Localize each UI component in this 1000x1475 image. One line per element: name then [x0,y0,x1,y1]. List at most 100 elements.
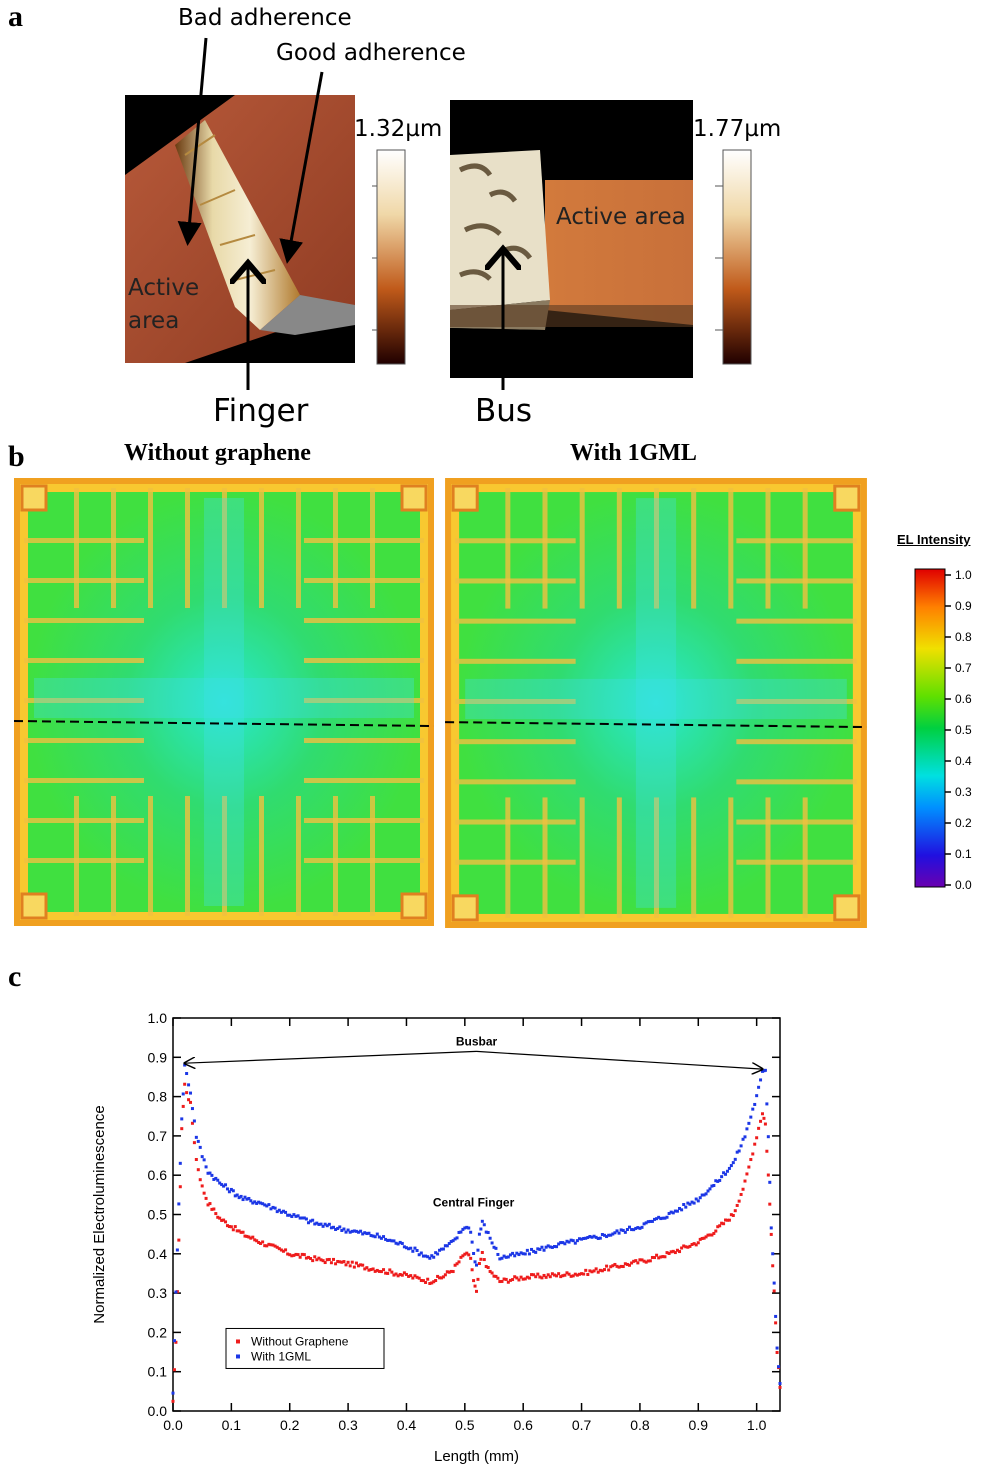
data-point [407,1247,411,1251]
data-point [292,1213,296,1217]
data-point [775,1350,779,1354]
panel-a-arrows [177,37,700,390]
data-point [189,1100,193,1104]
data-point [424,1280,428,1284]
data-point [352,1265,356,1269]
data-point [296,1214,300,1218]
data-point [488,1236,492,1240]
data-point [243,1234,247,1238]
data-point [590,1235,594,1239]
data-point [214,1176,218,1180]
el-finger-top [691,488,697,609]
data-point [325,1258,329,1262]
data-point [363,1267,367,1271]
data-point [377,1269,381,1273]
data-point [434,1279,438,1283]
el-finger-bottom [765,797,771,918]
data-point [565,1271,569,1275]
data-point [644,1221,648,1225]
data-point [224,1220,228,1224]
data-point [426,1255,430,1259]
x-tick-label: 0.2 [280,1417,300,1433]
data-point [698,1237,702,1241]
data-point [634,1259,638,1263]
el-finger-top [579,488,585,609]
data-point [421,1254,425,1258]
data-point [271,1243,275,1247]
data-point [768,1202,772,1206]
data-point [513,1275,517,1279]
data-point [350,1260,354,1264]
data-point [575,1239,579,1243]
el-colorbar-tick-label: 0.1 [955,847,972,861]
data-point [309,1219,313,1223]
data-point [325,1224,329,1228]
data-point [222,1218,226,1222]
data-point [598,1268,602,1272]
data-point [765,1102,769,1106]
label-bad-adherence: Bad adherence [178,5,352,31]
data-point [523,1252,527,1256]
data-point [638,1258,642,1262]
data-point [722,1171,726,1175]
data-point [369,1234,373,1238]
el-finger-top [111,488,116,608]
data-point [665,1215,669,1219]
data-point [623,1262,627,1266]
data-point [222,1184,226,1188]
data-point [398,1240,402,1244]
series-without-graphene [171,1082,782,1403]
data-point [251,1201,255,1205]
data-point [600,1269,604,1273]
data-point [436,1252,440,1256]
data-point [365,1232,369,1236]
el-finger-bottom [296,796,301,916]
data-point [696,1241,700,1245]
data-point [172,1368,176,1372]
data-point [311,1218,315,1222]
data-point [741,1137,745,1141]
el-finger-top [616,488,622,609]
el-finger-right [736,698,857,705]
data-point [486,1266,490,1270]
data-point [592,1269,596,1273]
el-finger-right [304,538,424,543]
data-point [216,1215,220,1219]
data-point [534,1275,538,1279]
data-point [525,1248,529,1252]
label-active-left-2: area [128,308,180,334]
data-point [196,1168,200,1172]
data-point [580,1272,584,1276]
data-point [475,1289,478,1293]
data-point [540,1276,544,1280]
data-point [455,1262,459,1266]
data-point [519,1275,523,1279]
el-finger-left [24,618,144,623]
data-point [571,1239,575,1243]
panel-c-letter: c [8,960,22,993]
x-tick-label: 0.4 [397,1417,417,1433]
data-point [669,1250,673,1254]
data-point [737,1149,741,1153]
data-point [741,1187,745,1191]
data-point [743,1179,747,1183]
data-point [465,1225,469,1229]
scale-max-right: 1.77µm [693,116,782,142]
data-point [396,1242,400,1246]
data-point [584,1236,588,1240]
el-finger-top [74,488,79,608]
data-point [477,1232,481,1236]
data-point [667,1211,671,1215]
data-point [648,1259,652,1263]
data-point [394,1272,398,1276]
data-point [506,1280,510,1284]
data-point [751,1152,755,1156]
data-point [210,1173,214,1177]
legend-marker [236,1354,240,1359]
data-point [361,1263,365,1267]
data-point [710,1184,714,1188]
data-point [265,1244,269,1248]
el-finger-right [304,578,424,583]
data-point [513,1254,517,1258]
data-point [309,1257,313,1261]
